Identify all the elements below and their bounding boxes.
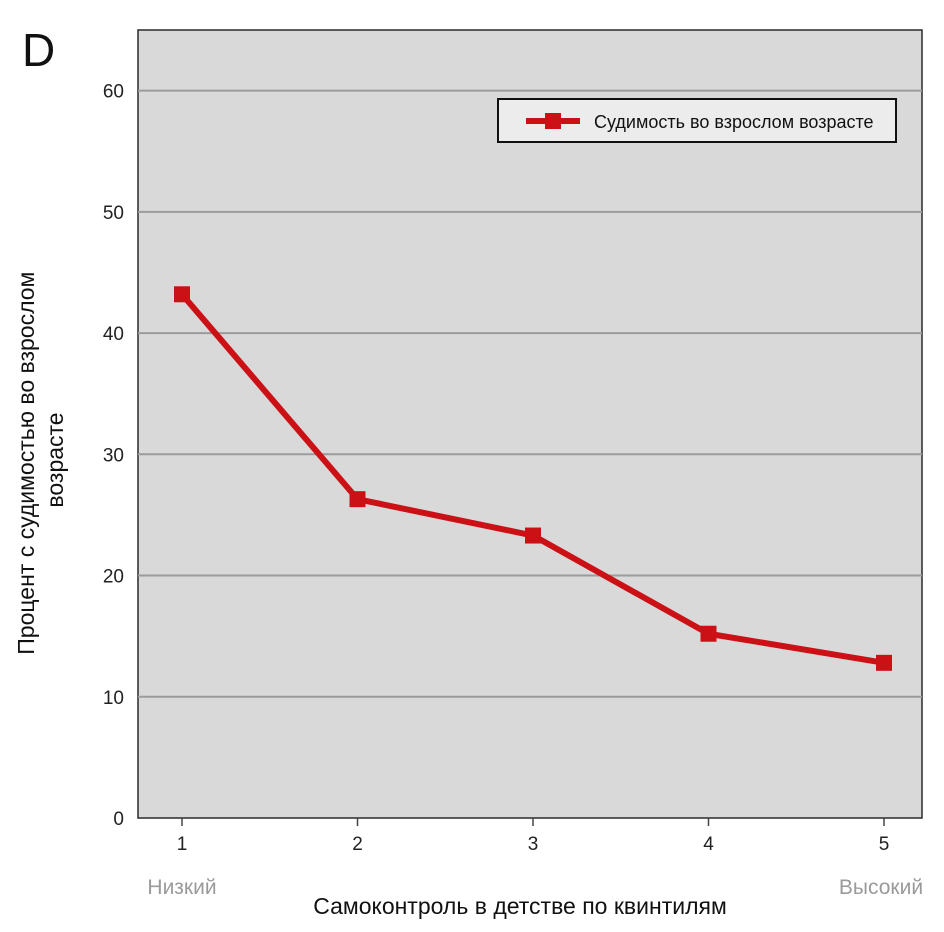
y-tick-label: 10 <box>103 688 124 709</box>
data-point-marker <box>349 491 366 508</box>
y-tick-label: 30 <box>103 445 124 466</box>
x-tick-label: 4 <box>703 834 714 855</box>
x-tick-label: 3 <box>528 834 539 855</box>
plot-area <box>137 29 923 819</box>
x-axis-low-label: Низкий <box>147 876 216 899</box>
x-tick-label: 5 <box>879 834 890 855</box>
x-axis-title: Самоконтроль в детстве по квинтилям <box>313 893 727 919</box>
legend-marker-icon <box>545 113 561 129</box>
y-tick-label: 20 <box>103 567 124 588</box>
y-tick-label: 60 <box>103 82 124 103</box>
panel-letter: D <box>22 24 55 76</box>
x-axis-high-label: Высокий <box>839 876 923 899</box>
data-point-marker <box>174 286 190 303</box>
data-point-marker <box>876 654 892 671</box>
y-axis-title: Процент с судимостью во взрослом возраст… <box>13 265 68 655</box>
legend-entry: Судимость во взрослом возрасте <box>594 112 874 132</box>
y-tick-label: 0 <box>113 809 124 830</box>
x-tick-label: 1 <box>177 834 188 855</box>
y-axis-title-line-2: возрасте <box>42 412 68 507</box>
series-group <box>174 286 892 671</box>
data-point-marker <box>700 625 717 642</box>
gridlines <box>138 89 922 698</box>
y-axis-ticks: 0 10 20 30 40 50 60 <box>103 82 124 830</box>
y-tick-label: 50 <box>103 203 124 224</box>
legend: Судимость во взрослом возрасте <box>497 98 897 143</box>
data-point-marker <box>525 527 541 544</box>
y-axis-title-line-1: Процент с судимостью во взрослом <box>13 272 39 655</box>
x-axis-ticks: 1 2 3 4 5 <box>177 818 890 855</box>
x-tick-label: 2 <box>352 834 363 855</box>
y-tick-label: 40 <box>103 324 124 345</box>
